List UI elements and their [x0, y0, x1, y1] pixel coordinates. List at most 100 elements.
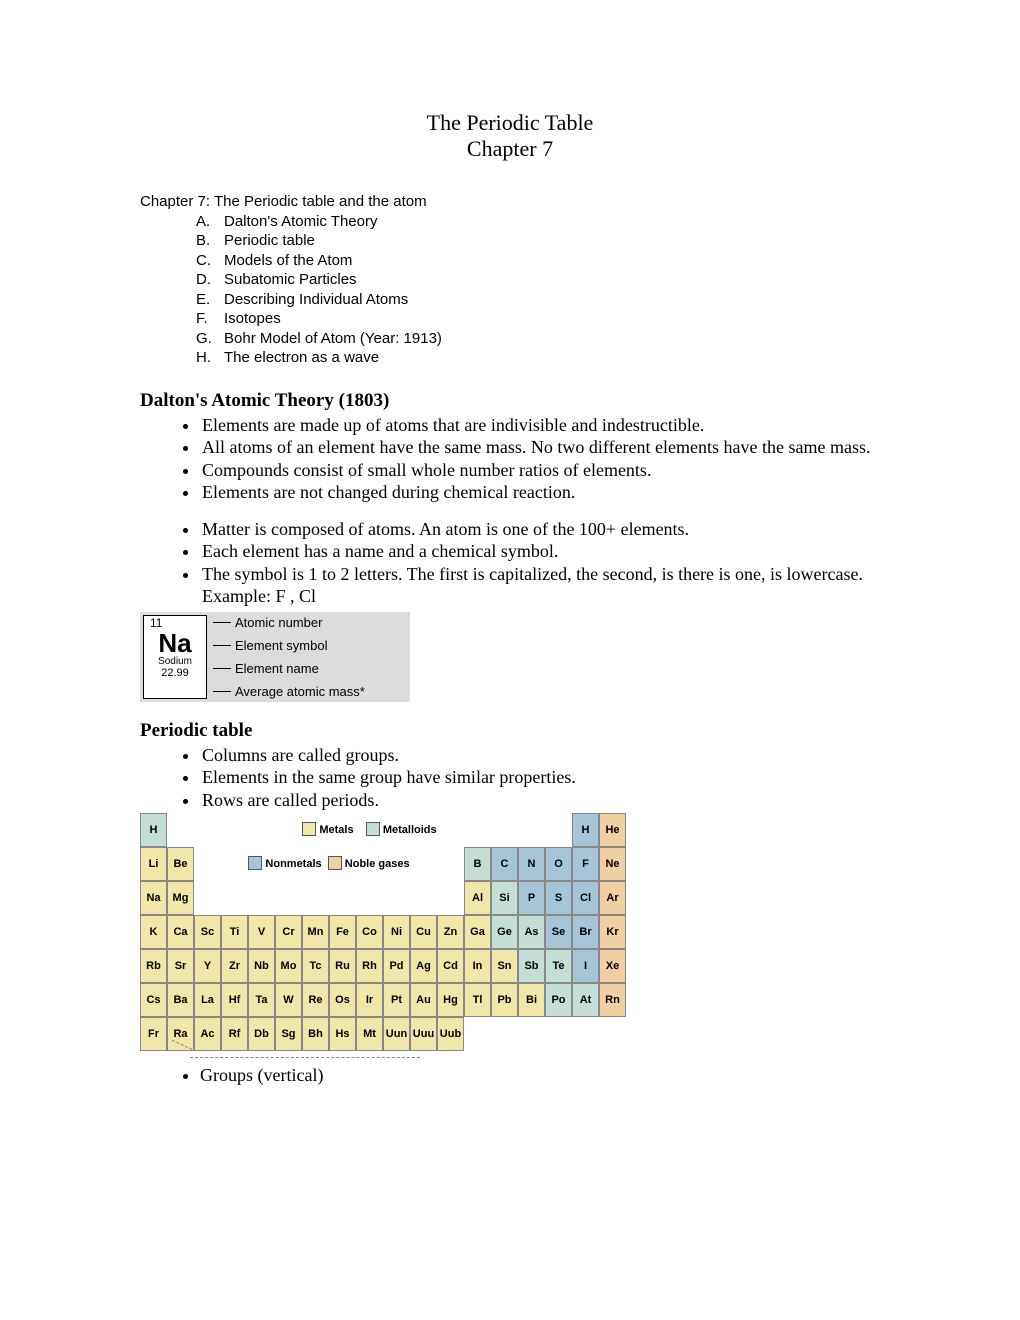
- ptable-cell: Hs: [329, 1017, 356, 1051]
- ptable-cell: Te: [545, 949, 572, 983]
- bullet-item: All atoms of an element have the same ma…: [200, 436, 880, 459]
- ptable-cell: Hf: [221, 983, 248, 1017]
- ptable-cell: Rh: [356, 949, 383, 983]
- ptable-cell: Cd: [437, 949, 464, 983]
- ptable-cell: Xe: [599, 949, 626, 983]
- element-card-diagram: 11 Na Sodium 22.99 Atomic number Element…: [140, 612, 410, 702]
- groups-bullet: Groups (vertical): [200, 1065, 880, 1086]
- ptable-cell: B: [464, 847, 491, 881]
- bullet-item: Elements are not changed during chemical…: [200, 481, 880, 504]
- ptable-cell: Zn: [437, 915, 464, 949]
- bullet-item: Compounds consist of small whole number …: [200, 459, 880, 482]
- ptable-cell: Tl: [464, 983, 491, 1017]
- label-element-name: Element name: [213, 661, 365, 676]
- ptable-cell: At: [572, 983, 599, 1017]
- ptable-cell: Bh: [302, 1017, 329, 1051]
- bullet-item: Each element has a name and a chemical s…: [200, 540, 880, 563]
- ptable-cell: N: [518, 847, 545, 881]
- bullet-item: Elements are made up of atoms that are i…: [200, 414, 880, 437]
- ptable-cell: Ti: [221, 915, 248, 949]
- ptable-cell: Ir: [356, 983, 383, 1017]
- ptable-cell: C: [491, 847, 518, 881]
- ptable-cell: Sb: [518, 949, 545, 983]
- ptable-cell: Se: [545, 915, 572, 949]
- outline-item: G.Bohr Model of Atom (Year: 1913): [196, 329, 880, 349]
- ptable-cell: Ru: [329, 949, 356, 983]
- ptable-cell: As: [518, 915, 545, 949]
- ptable-cell: F: [572, 847, 599, 881]
- ptable-cell: Ta: [248, 983, 275, 1017]
- lanthanide-connector: [190, 1051, 460, 1063]
- outline-item: C.Models of the Atom: [196, 251, 880, 271]
- outline-item: F.Isotopes: [196, 309, 880, 329]
- ptable-cell: Ga: [464, 915, 491, 949]
- ptable-cell: Y: [194, 949, 221, 983]
- ptable-cell: Pb: [491, 983, 518, 1017]
- title-block: The Periodic Table Chapter 7: [140, 110, 880, 163]
- ptable-cell: Bi: [518, 983, 545, 1017]
- ptable-cell: Sg: [275, 1017, 302, 1051]
- ptable-legend: Metals Metalloids: [167, 813, 572, 847]
- ptable-cell: Ar: [599, 881, 626, 915]
- bullet-item: Rows are called periods.: [200, 789, 880, 812]
- ptable-cell: Sn: [491, 949, 518, 983]
- ptable-cell: K: [140, 915, 167, 949]
- dalton-heading: Dalton's Atomic Theory (1803): [140, 390, 880, 412]
- title-line-1: The Periodic Table: [140, 110, 880, 136]
- ptable-cell: Fe: [329, 915, 356, 949]
- outline-item: D.Subatomic Particles: [196, 270, 880, 290]
- ptable-cell: Co: [356, 915, 383, 949]
- ptable-cell: Na: [140, 881, 167, 915]
- ptable-cell: W: [275, 983, 302, 1017]
- ptable-cell: Ne: [599, 847, 626, 881]
- ptable-cell: In: [464, 949, 491, 983]
- ptable-cell: Uuu: [410, 1017, 437, 1051]
- ptable-cell: V: [248, 915, 275, 949]
- ptable-cell: Nb: [248, 949, 275, 983]
- ptable-cell: Cs: [140, 983, 167, 1017]
- ptable-cell: Hg: [437, 983, 464, 1017]
- ptable-cell: Kr: [599, 915, 626, 949]
- label-element-symbol: Element symbol: [213, 638, 365, 653]
- ptable-cell: Sc: [194, 915, 221, 949]
- label-atomic-mass: Average atomic mass*: [213, 684, 365, 699]
- outline-heading: Chapter 7: The Periodic table and the at…: [140, 193, 880, 210]
- ptable-cell: Ra: [167, 1017, 194, 1051]
- ptable-cell: Mt: [356, 1017, 383, 1051]
- ptable-cell: Be: [167, 847, 194, 881]
- ptable-cell: Rn: [599, 983, 626, 1017]
- ptable-cell: Ag: [410, 949, 437, 983]
- periodic-table-bullets: Columns are called groups.Elements in th…: [140, 744, 880, 812]
- element-card: 11 Na Sodium 22.99: [143, 615, 207, 699]
- periodic-table-heading: Periodic table: [140, 720, 880, 742]
- ptable-cell: Uun: [383, 1017, 410, 1051]
- ptable-cell: I: [572, 949, 599, 983]
- ptable-cell: Ba: [167, 983, 194, 1017]
- periodic-table: HMetals MetalloidsHHeLiBeNonmetals Noble…: [140, 813, 626, 1051]
- element-name: Sodium: [144, 656, 206, 667]
- element-card-labels: Atomic number Element symbol Element nam…: [213, 612, 365, 702]
- ptable-cell: Si: [491, 881, 518, 915]
- outline-list: A.Dalton's Atomic TheoryB.Periodic table…: [140, 212, 880, 368]
- ptable-cell: Fr: [140, 1017, 167, 1051]
- ptable-cell: Sr: [167, 949, 194, 983]
- ptable-cell: S: [545, 881, 572, 915]
- ptable-cell: Mg: [167, 881, 194, 915]
- atomic-mass: 22.99: [144, 667, 206, 679]
- ptable-cell: Re: [302, 983, 329, 1017]
- ptable-cell: Os: [329, 983, 356, 1017]
- bullet-item: Matter is composed of atoms. An atom is …: [200, 518, 880, 541]
- ptable-cell: Tc: [302, 949, 329, 983]
- bullet-item: Columns are called groups.: [200, 744, 880, 767]
- ptable-cell: Br: [572, 915, 599, 949]
- ptable-cell: Cl: [572, 881, 599, 915]
- ptable-cell: Au: [410, 983, 437, 1017]
- ptable-cell: Ca: [167, 915, 194, 949]
- element-symbol: Na: [144, 630, 206, 656]
- label-atomic-number: Atomic number: [213, 615, 365, 630]
- ptable-cell: He: [599, 813, 626, 847]
- ptable-cell: H: [572, 813, 599, 847]
- title-line-2: Chapter 7: [140, 136, 880, 162]
- ptable-cell: Li: [140, 847, 167, 881]
- outline-item: A.Dalton's Atomic Theory: [196, 212, 880, 232]
